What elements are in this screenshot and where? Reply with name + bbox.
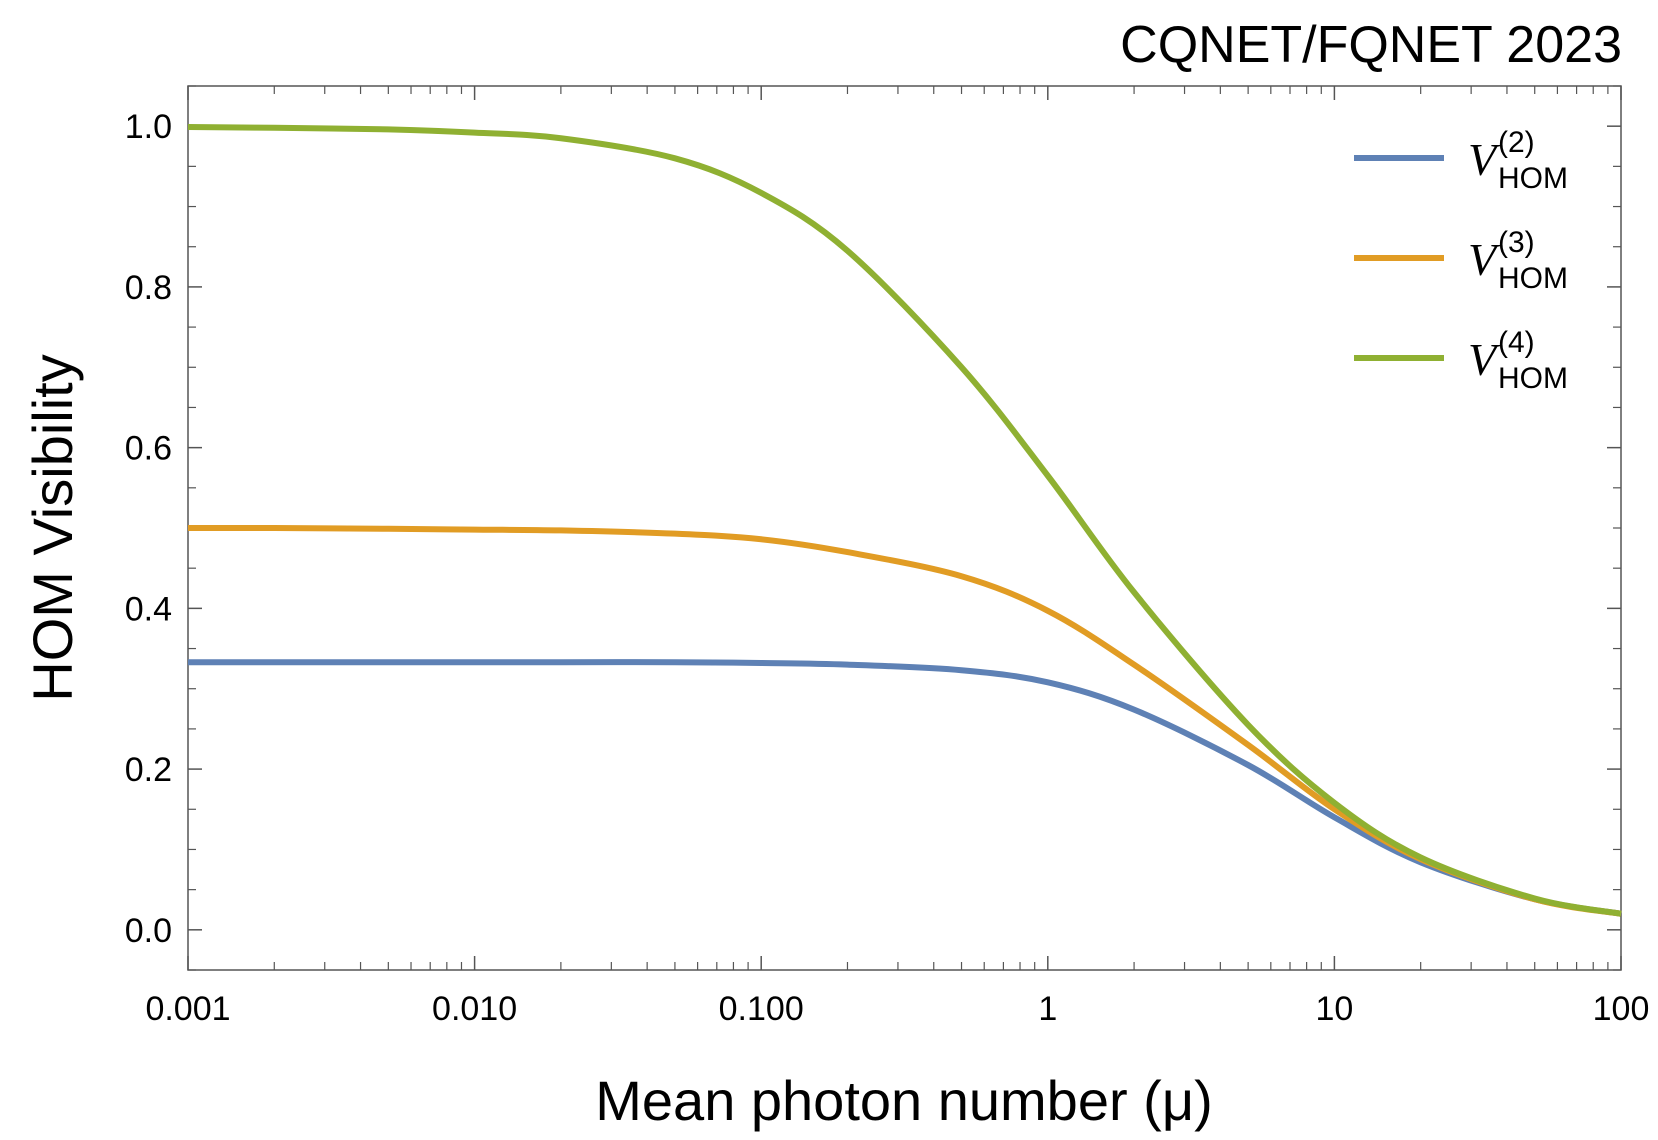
legend-entry: V (2)HOM <box>1354 126 1568 195</box>
x-tick-label: 1 <box>1038 990 1057 1028</box>
x-tick-label: 0.001 <box>145 990 230 1028</box>
legend-entry: V (4)HOM <box>1354 326 1568 395</box>
legend-subscript: HOM <box>1498 362 1568 395</box>
series-lines <box>187 123 1622 917</box>
y-tick-label: 0.6 <box>125 430 172 468</box>
x-tick-label: 10 <box>1315 990 1353 1028</box>
y-tick-label: 0.0 <box>125 912 172 950</box>
legend-superscript: (4) <box>1498 326 1535 359</box>
legend-label: V <box>1468 134 1501 185</box>
series-line-4 <box>187 123 1622 917</box>
chart-header: CQNET/FQNET 2023 <box>1120 16 1622 74</box>
legend-subscript: HOM <box>1498 162 1568 195</box>
x-tick-label: 100 <box>1593 990 1650 1028</box>
y-axis-title: HOM Visibility <box>21 354 84 701</box>
y-tick-label: 0.4 <box>125 590 172 628</box>
legend-label: V <box>1468 334 1501 385</box>
legend-superscript: (2) <box>1498 126 1535 159</box>
y-tick-label: 1.0 <box>125 108 172 146</box>
legend-subscript: HOM <box>1498 262 1568 295</box>
x-tick-label: 0.010 <box>432 990 517 1028</box>
x-axis-title: Mean photon number (μ) <box>595 1069 1212 1132</box>
x-tick-label: 0.100 <box>719 990 804 1028</box>
legend-label: V <box>1468 234 1501 285</box>
legend-superscript: (3) <box>1498 226 1535 259</box>
axis-ticks <box>187 85 1622 971</box>
legend-entry: V (3)HOM <box>1354 226 1568 295</box>
y-tick-label: 0.2 <box>125 751 172 789</box>
tick-labels: 0.001 0.010 0.100 1 10 100 0.0 0.2 0.4 0.6 0.8 1.0 <box>125 108 1650 1028</box>
series-line-2 <box>188 659 1622 917</box>
y-tick-label: 0.8 <box>125 269 172 307</box>
